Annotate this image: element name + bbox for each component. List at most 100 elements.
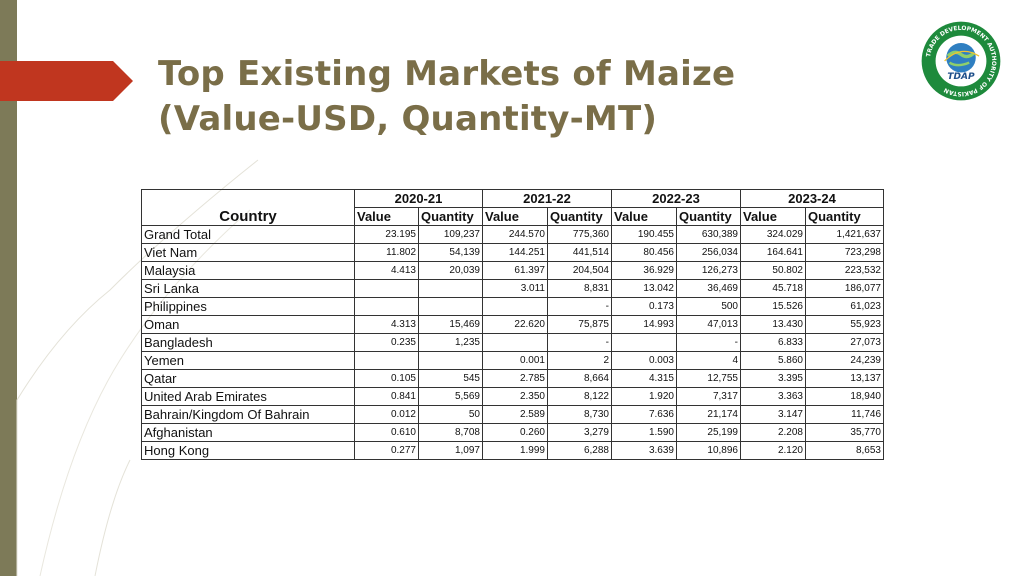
table-row: Afghanistan 0.610 8,708 0.260 3,279 1.590 25,1… (141, 423, 884, 442)
table-row: United Arab Emirates 0.841 5,569 2.350 8,122… (141, 387, 884, 406)
value-cell: 190.455 (611, 225, 677, 244)
quantity-cell: 1,235 (418, 333, 483, 352)
value-cell: 80.456 (611, 243, 677, 262)
quantity-cell: 775,360 (547, 225, 612, 244)
country-cell: Grand Total (141, 225, 355, 244)
country-cell: Oman (141, 315, 355, 334)
country-cell: Philippines (141, 297, 355, 316)
quantity-cell (418, 351, 483, 370)
quantity-cell: 54,139 (418, 243, 483, 262)
value-cell: 0.173 (611, 297, 677, 316)
quantity-header: Quantity (547, 207, 612, 226)
value-header: Value (611, 207, 677, 226)
value-cell: 1.590 (611, 423, 677, 442)
quantity-cell: 47,013 (676, 315, 741, 334)
value-cell: 5.860 (740, 351, 806, 370)
value-cell: 7.636 (611, 405, 677, 424)
quantity-header: Quantity (805, 207, 884, 226)
table-row: Sri Lanka 3.011 8,831 13.042 36,469 45.718 186… (141, 279, 884, 298)
quantity-cell: 223,532 (805, 261, 884, 280)
value-cell (354, 279, 419, 298)
value-cell: 6.833 (740, 333, 806, 352)
value-cell: 4.315 (611, 369, 677, 388)
country-cell: Sri Lanka (141, 279, 355, 298)
quantity-cell: - (547, 297, 612, 316)
value-cell: 3.147 (740, 405, 806, 424)
value-cell (354, 297, 419, 316)
quantity-cell: 10,896 (676, 441, 741, 460)
table-row: Grand Total 23.195 109,237 244.570 775,360 19… (141, 225, 884, 244)
quantity-cell: 8,653 (805, 441, 884, 460)
title-arrow-marker (0, 61, 133, 101)
value-cell: 36.929 (611, 261, 677, 280)
quantity-header: Quantity (676, 207, 741, 226)
quantity-cell: 186,077 (805, 279, 884, 298)
value-cell: 0.841 (354, 387, 419, 406)
value-cell: 13.042 (611, 279, 677, 298)
country-cell: United Arab Emirates (141, 387, 355, 406)
value-cell: 50.802 (740, 261, 806, 280)
quantity-cell: 1,097 (418, 441, 483, 460)
value-cell: 0.012 (354, 405, 419, 424)
value-cell: 15.526 (740, 297, 806, 316)
value-cell: 2.120 (740, 441, 806, 460)
table-row: Oman 4.313 15,469 22.620 75,875 14.993 47,013 1… (141, 315, 884, 334)
value-cell: 0.001 (482, 351, 548, 370)
country-cell: Hong Kong (141, 441, 355, 460)
quantity-cell: 11,746 (805, 405, 884, 424)
quantity-cell: 8,664 (547, 369, 612, 388)
value-cell (354, 351, 419, 370)
country-cell: Yemen (141, 351, 355, 370)
quantity-cell: 24,239 (805, 351, 884, 370)
title-line-1: Top Existing Markets of Maize (158, 54, 736, 94)
value-cell (611, 333, 677, 352)
value-cell (482, 333, 548, 352)
value-cell: 23.195 (354, 225, 419, 244)
year-header: 2021-22 (482, 189, 612, 208)
value-cell: 45.718 (740, 279, 806, 298)
value-header: Value (740, 207, 806, 226)
value-cell (482, 297, 548, 316)
page-title: Top Existing Markets of Maize (Value-USD… (158, 52, 735, 142)
table-row: Viet Nam 11.802 54,139 144.251 441,514 80.456… (141, 243, 884, 262)
quantity-cell: 126,273 (676, 261, 741, 280)
table-row: Bangladesh 0.235 1,235- -6.833 27,073 (141, 333, 884, 352)
quantity-cell: - (547, 333, 612, 352)
quantity-cell: 204,504 (547, 261, 612, 280)
quantity-cell: 5,569 (418, 387, 483, 406)
quantity-cell: 545 (418, 369, 483, 388)
table-body: Grand Total 23.195 109,237 244.570 775,360 19… (141, 225, 884, 460)
table-row: Philippines -0.173 500 15.526 61,023 (141, 297, 884, 316)
value-cell: 3.639 (611, 441, 677, 460)
year-header: 2023-24 (740, 189, 884, 208)
value-cell: 61.397 (482, 261, 548, 280)
quantity-header: Quantity (418, 207, 483, 226)
table-row: Yemen 0.001 2 0.003 4 5.860 24,239 (141, 351, 884, 370)
country-cell: Bangladesh (141, 333, 355, 352)
quantity-cell: 723,298 (805, 243, 884, 262)
value-cell: 0.277 (354, 441, 419, 460)
quantity-cell: 18,940 (805, 387, 884, 406)
value-cell: 14.993 (611, 315, 677, 334)
quantity-cell: 36,469 (676, 279, 741, 298)
country-cell: Bahrain/Kingdom Of Bahrain (141, 405, 355, 424)
quantity-cell: 8,730 (547, 405, 612, 424)
quantity-cell: 256,034 (676, 243, 741, 262)
quantity-cell: 55,923 (805, 315, 884, 334)
quantity-cell (418, 279, 483, 298)
quantity-cell: 50 (418, 405, 483, 424)
country-cell: Malaysia (141, 261, 355, 280)
quantity-cell: 7,317 (676, 387, 741, 406)
quantity-cell: 4 (676, 351, 741, 370)
quantity-cell: 12,755 (676, 369, 741, 388)
value-cell: 0.105 (354, 369, 419, 388)
quantity-cell: 20,039 (418, 261, 483, 280)
quantity-cell: 630,389 (676, 225, 741, 244)
logo-center-text: TDAP (947, 72, 975, 82)
quantity-cell: 8,122 (547, 387, 612, 406)
quantity-cell: 35,770 (805, 423, 884, 442)
quantity-cell: 441,514 (547, 243, 612, 262)
quantity-cell: 13,137 (805, 369, 884, 388)
value-cell: 1.999 (482, 441, 548, 460)
value-cell: 144.251 (482, 243, 548, 262)
